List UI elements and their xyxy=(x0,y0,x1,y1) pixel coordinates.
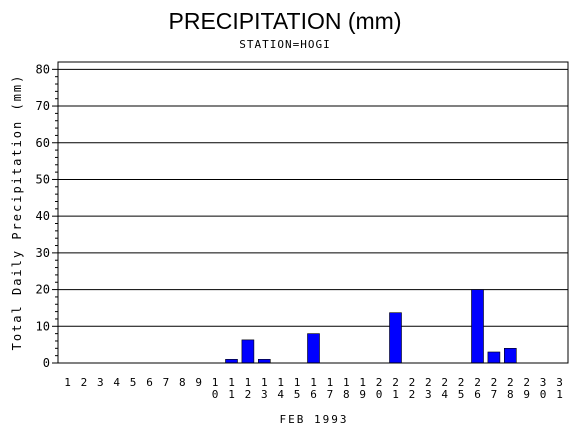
plot-area-frame xyxy=(57,61,569,364)
bar-day-13 xyxy=(257,359,271,364)
bar-day-27 xyxy=(487,351,501,364)
x-tick-label: 9 xyxy=(195,376,202,389)
x-tick-label: 2 xyxy=(81,376,88,389)
y-tick-label: 80 xyxy=(36,62,50,76)
y-tick-label: 60 xyxy=(36,136,50,150)
y-axis-label: Total Daily Precipitation (mm) xyxy=(10,74,24,351)
y-tick-label: 50 xyxy=(36,172,50,186)
bar-day-11 xyxy=(225,359,238,364)
x-axis-label: FEB 1993 xyxy=(280,413,349,426)
y-tick-label: 70 xyxy=(36,99,50,113)
x-tick-label: 4 xyxy=(113,376,120,389)
y-tick-label: 0 xyxy=(43,356,50,370)
bar-day-16 xyxy=(307,333,320,364)
chart-subtitle: STATION=HOGI xyxy=(239,38,330,51)
y-axis-ticks: 0 10 20 30 40 50 60 70 80 xyxy=(36,62,58,370)
chart-title: PRECIPITATION (mm) xyxy=(169,8,402,34)
x-tick-label: 5 xyxy=(130,376,137,389)
y-tick-label: 10 xyxy=(36,319,50,333)
x-axis-ticks: 1 2 3 4 5 6 7 8 9 1 01 11 21 31 41 51 61 71 81 92 02 12 22 32 42… xyxy=(64,376,563,401)
x-tick-label: 1 xyxy=(64,376,71,389)
bar-day-28 xyxy=(503,348,517,364)
grid-lines xyxy=(58,68,568,327)
x-tick-label: 3 xyxy=(97,376,104,389)
y-tick-label: 30 xyxy=(36,246,50,260)
bar-day-26 xyxy=(471,289,484,364)
bar-day-21 xyxy=(389,312,402,364)
y-tick-label: 40 xyxy=(36,209,50,223)
x-tick-label: 8 xyxy=(179,376,186,389)
x-tick-label: 6 xyxy=(146,376,153,389)
bar-day-12 xyxy=(241,339,255,364)
y-tick-label: 20 xyxy=(36,283,50,297)
x-tick-label: 7 xyxy=(163,376,170,389)
